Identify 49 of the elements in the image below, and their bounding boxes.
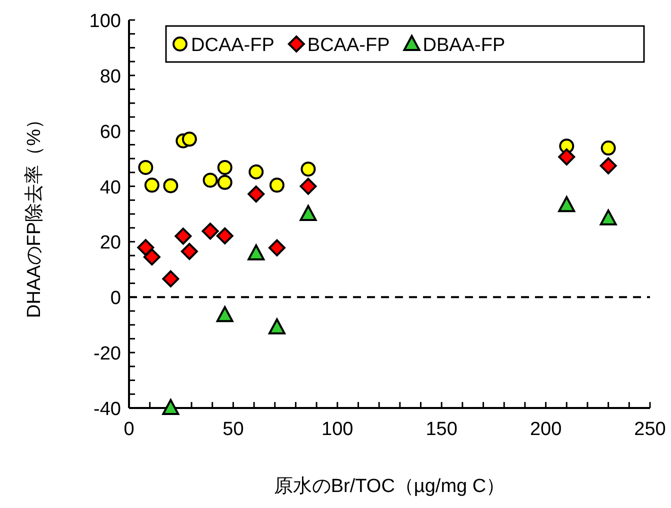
legend-label: DCAA-FP	[191, 35, 274, 56]
point	[300, 162, 316, 177]
point	[600, 209, 617, 226]
point	[217, 174, 232, 190]
point	[202, 172, 218, 188]
ytick: 100	[89, 11, 121, 32]
legend-label: BCAA-FP	[307, 35, 390, 56]
point	[248, 164, 264, 180]
point	[182, 132, 197, 147]
point	[600, 140, 616, 156]
point	[137, 239, 154, 256]
point	[248, 244, 265, 260]
legend-label: DBAA-FP	[422, 35, 506, 56]
point	[248, 186, 265, 203]
point	[144, 178, 160, 193]
ytick: 0	[110, 288, 121, 310]
point	[268, 318, 286, 334]
ytick: 80	[100, 66, 121, 88]
point	[138, 160, 154, 175]
point	[300, 205, 317, 221]
point	[558, 148, 576, 166]
point	[217, 160, 232, 175]
point	[216, 306, 234, 322]
x-tick-label: 200	[530, 419, 562, 440]
x-tick-label: 150	[426, 419, 458, 440]
x-tick-label: 100	[322, 419, 354, 440]
point	[268, 239, 286, 256]
point	[162, 270, 180, 288]
point	[300, 178, 317, 195]
point	[202, 222, 219, 240]
x-axis-title: 原水のBr/TOC（µg/mg C）	[274, 476, 506, 497]
x-tick-label: 50	[222, 419, 244, 440]
point	[216, 227, 234, 244]
point	[143, 248, 160, 266]
point	[600, 157, 617, 174]
y-axis-title: DHAAのFP除去率（%）	[23, 110, 45, 318]
ytick: 60	[100, 122, 121, 143]
ytick: 20	[100, 232, 121, 254]
x-tick-label: 250	[634, 419, 666, 440]
point	[174, 228, 192, 245]
point	[269, 178, 284, 193]
x-tick-label: 0	[124, 419, 134, 440]
point	[162, 399, 180, 415]
point	[163, 178, 178, 194]
point	[558, 196, 576, 212]
point	[180, 242, 198, 260]
ytick: 40	[100, 177, 121, 198]
ytick: -20	[94, 344, 121, 365]
ytick: -40	[94, 399, 121, 420]
